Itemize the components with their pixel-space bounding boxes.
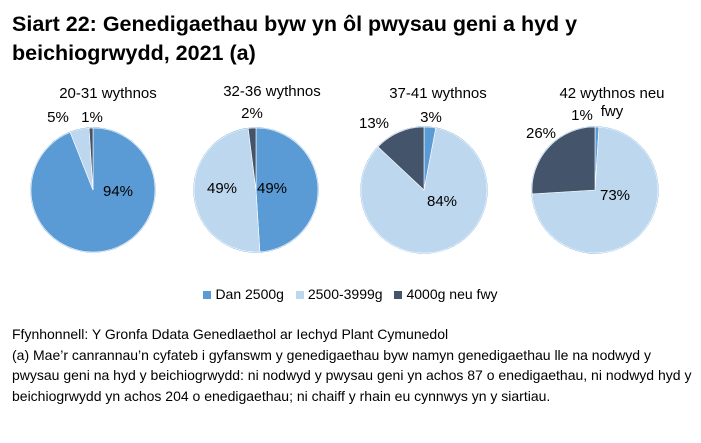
data-label: 3% (420, 109, 442, 126)
data-label: 5% (47, 109, 69, 126)
legend: Dan 2500g 2500-3999g 4000g neu fwy (0, 286, 701, 302)
legend-item: Dan 2500g (203, 286, 284, 302)
pie-title: fwy (601, 103, 624, 120)
data-label: 26% (526, 125, 556, 142)
pie-title: 42 wythnos neu (559, 85, 664, 102)
pie-slice (531, 126, 596, 195)
data-label: 1% (81, 109, 103, 126)
pie-slice (88, 127, 94, 191)
chart-title: Siart 22: Genedigaethau byw yn ôl pwysau… (12, 12, 578, 65)
legend-swatch (394, 291, 403, 299)
legend-swatch (295, 291, 304, 299)
footnote: (a) Mae’r canrannau’n cyfateb i gyfanswm… (12, 346, 692, 404)
legend-label: 2500-3999g (307, 286, 383, 302)
notes: Ffynhonnell: Y Gronfa Ddata Genedlaethol… (12, 324, 692, 406)
data-label: 73% (600, 187, 630, 204)
data-label: 1% (571, 107, 593, 124)
legend-item: 2500-3999g (295, 286, 383, 302)
pie-slice (377, 126, 425, 191)
data-label: 13% (359, 115, 389, 132)
source-note: Ffynhonnell: Y Gronfa Ddata Genedlaethol… (12, 326, 449, 342)
pie-slice (247, 127, 257, 191)
data-label: 49% (257, 180, 287, 197)
legend-swatch (203, 291, 212, 299)
data-label: 2% (241, 105, 263, 122)
pie-title: 37-41 wythnos (389, 85, 487, 102)
pie-slice (360, 127, 488, 254)
legend-item: 4000g neu fwy (394, 286, 498, 302)
pie-title: 32-36 wythnos (223, 83, 321, 100)
legend-label: Dan 2500g (215, 286, 284, 302)
data-label: 84% (427, 193, 457, 210)
data-label: 94% (103, 183, 133, 200)
pie-title: 20-31 wythnos (59, 85, 157, 102)
pie-charts: 20-31 wythnos 94% 5% 1% 32-36 wythnos 49% 49% 2… (30, 83, 665, 254)
data-label: 49% (207, 180, 237, 197)
pie-slice (193, 128, 261, 253)
legend-label: 4000g neu fwy (406, 286, 498, 302)
pie-slice (255, 127, 319, 253)
